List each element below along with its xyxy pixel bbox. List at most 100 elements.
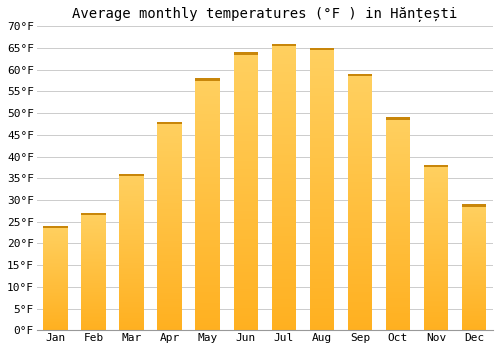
Bar <box>82 303 106 304</box>
Bar <box>424 287 448 289</box>
Bar <box>196 86 220 89</box>
Bar <box>424 175 448 177</box>
Bar <box>44 278 68 279</box>
Bar <box>44 320 68 321</box>
Bar <box>424 294 448 296</box>
Bar <box>234 244 258 247</box>
Bar <box>158 178 182 180</box>
Bar <box>158 218 182 220</box>
Bar <box>158 172 182 174</box>
Bar <box>310 119 334 121</box>
Bar <box>82 252 106 253</box>
Bar <box>310 197 334 201</box>
Bar <box>158 257 182 259</box>
Bar <box>386 124 410 126</box>
Bar <box>424 249 448 251</box>
Bar <box>386 292 410 294</box>
Bar <box>82 296 106 297</box>
Bar <box>310 276 334 279</box>
Bar <box>386 258 410 260</box>
Bar <box>120 249 144 251</box>
Bar <box>82 278 106 279</box>
Bar <box>424 185 448 187</box>
Bar <box>120 207 144 208</box>
Bar <box>424 187 448 188</box>
Bar <box>424 312 448 314</box>
Bar <box>424 269 448 271</box>
Bar <box>272 144 296 147</box>
Bar <box>386 130 410 132</box>
Bar <box>462 282 486 284</box>
Bar <box>44 303 68 304</box>
Bar <box>348 120 372 123</box>
Bar <box>424 239 448 241</box>
Bar <box>462 267 486 268</box>
Bar <box>120 196 144 197</box>
Bar <box>158 176 182 178</box>
Bar <box>272 250 296 253</box>
Bar <box>120 210 144 211</box>
Bar <box>310 209 334 212</box>
Bar <box>386 224 410 226</box>
Bar <box>424 202 448 203</box>
Bar <box>120 208 144 210</box>
Bar <box>310 268 334 271</box>
Bar <box>234 127 258 130</box>
Bar <box>424 190 448 192</box>
Bar <box>44 319 68 320</box>
Bar <box>272 201 296 204</box>
Bar <box>272 304 296 307</box>
Bar <box>424 167 448 169</box>
Bar <box>234 58 258 61</box>
Bar <box>234 294 258 297</box>
Bar <box>158 282 182 285</box>
Bar <box>196 108 220 111</box>
Bar <box>310 192 334 195</box>
Bar <box>386 260 410 262</box>
Bar <box>158 264 182 266</box>
Bar <box>44 247 68 248</box>
Bar <box>386 141 410 143</box>
Bar <box>462 329 486 330</box>
Bar <box>310 327 334 330</box>
Bar <box>82 301 106 302</box>
Bar <box>462 273 486 275</box>
Bar <box>44 275 68 276</box>
Bar <box>348 212 372 215</box>
Bar <box>386 311 410 313</box>
Bar <box>386 277 410 279</box>
Bar <box>462 302 486 304</box>
Bar <box>310 138 334 141</box>
Bar <box>272 81 296 84</box>
Bar <box>196 267 220 270</box>
Bar <box>234 102 258 105</box>
Bar <box>158 312 182 314</box>
Bar <box>196 302 220 305</box>
Bar <box>386 213 410 215</box>
Bar <box>82 290 106 292</box>
Bar <box>386 239 410 241</box>
Bar <box>158 142 182 145</box>
Bar <box>44 256 68 257</box>
Bar <box>424 180 448 182</box>
Bar <box>348 284 372 287</box>
Bar <box>82 286 106 287</box>
Bar <box>44 266 68 267</box>
Bar <box>158 232 182 234</box>
Bar <box>348 215 372 218</box>
Bar <box>82 239 106 240</box>
Bar <box>120 202 144 204</box>
Bar <box>462 256 486 257</box>
Bar <box>196 111 220 114</box>
Bar <box>234 144 258 147</box>
Bar <box>462 245 486 246</box>
Bar <box>158 284 182 287</box>
Bar <box>196 154 220 156</box>
Bar <box>196 204 220 207</box>
Bar <box>120 244 144 246</box>
Bar <box>234 216 258 219</box>
Bar <box>386 317 410 320</box>
Bar <box>462 217 486 218</box>
Bar <box>158 236 182 239</box>
Bar <box>158 199 182 201</box>
